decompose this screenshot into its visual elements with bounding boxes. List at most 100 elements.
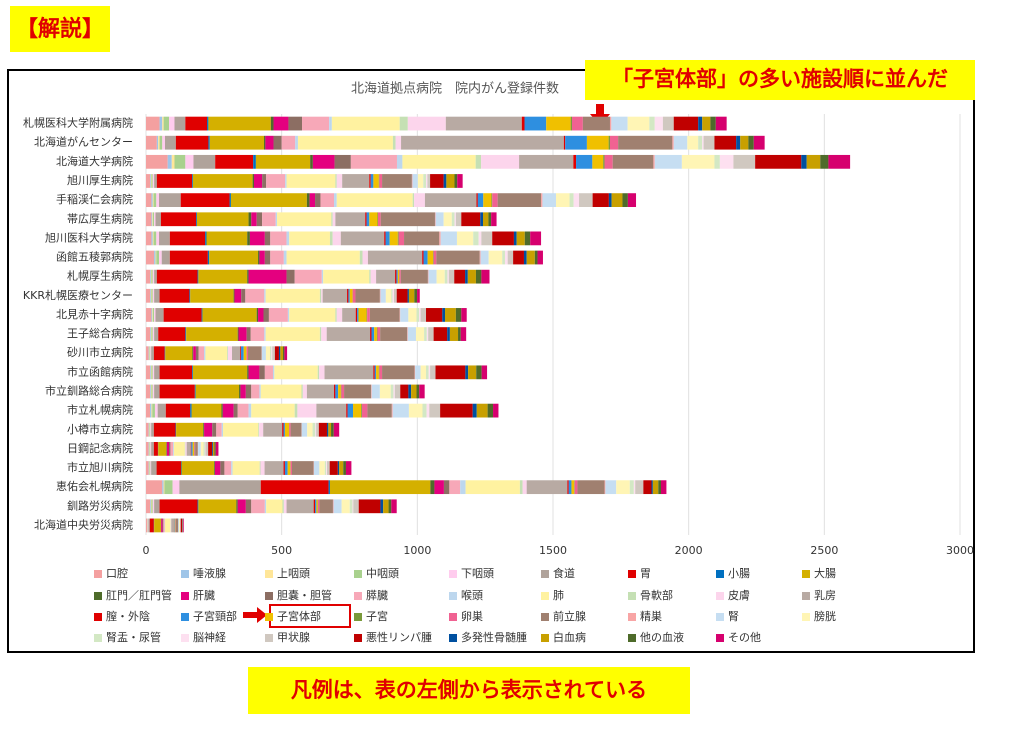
- bar-segment: [185, 327, 186, 341]
- bar-segment: [327, 327, 370, 341]
- bar-segment: [162, 480, 163, 494]
- x-tick-label: 2500: [810, 544, 838, 557]
- bar-segment: [151, 308, 152, 322]
- bar-segment: [208, 251, 209, 265]
- x-tick-label: 1500: [539, 544, 567, 557]
- bar-segment: [193, 346, 196, 360]
- bar-segment: [337, 174, 342, 188]
- bar-segment: [150, 423, 151, 437]
- bar-segment: [476, 365, 481, 379]
- bar-segment: [153, 327, 154, 341]
- bar-segment: [272, 346, 275, 360]
- bar-segment: [428, 251, 433, 265]
- bar-segment: [158, 442, 166, 456]
- bar-segment: [280, 346, 283, 360]
- legend-label: 中咽頭: [366, 567, 399, 580]
- bar-segment: [704, 136, 715, 150]
- legend-swatch: [541, 592, 549, 600]
- bar-segment: [194, 442, 195, 456]
- bar-segment: [238, 404, 249, 418]
- bar-segment: [577, 480, 604, 494]
- bar-segment: [736, 136, 740, 150]
- bar-segment: [155, 212, 160, 226]
- y-tick-label: 市立札幌病院: [67, 403, 133, 417]
- bar-segment: [258, 251, 259, 265]
- bar-segment: [150, 289, 151, 303]
- bar-segment: [449, 480, 460, 494]
- bar-segment: [587, 136, 609, 150]
- bar-segment: [442, 308, 445, 322]
- y-tick-label: 小樽市立病院: [67, 422, 133, 436]
- bar-segment: [208, 117, 270, 131]
- bar-segment: [367, 308, 368, 322]
- bar-segment: [489, 251, 503, 265]
- legend-swatch: [449, 592, 457, 600]
- y-tick-label: 市立旭川病院: [67, 460, 133, 474]
- bar-segment: [298, 136, 393, 150]
- bar-segment: [328, 423, 331, 437]
- bar-segment: [287, 251, 360, 265]
- bar-segment: [444, 480, 449, 494]
- bar-segment: [181, 519, 182, 533]
- bar-segment: [146, 155, 168, 169]
- bar-segment: [379, 365, 382, 379]
- bar-segment: [334, 423, 339, 437]
- bar-segment: [154, 499, 159, 513]
- bar-segment: [483, 193, 491, 207]
- bar-segment: [270, 251, 284, 265]
- bar-segment: [153, 270, 154, 284]
- bar-segment: [491, 212, 496, 226]
- bar-segment: [284, 499, 287, 513]
- bar-segment: [370, 327, 371, 341]
- bar-segment: [150, 499, 151, 513]
- bar-segment: [176, 423, 177, 437]
- bar-segment: [208, 442, 212, 456]
- bar-segment: [444, 212, 452, 226]
- bar-segment: [160, 365, 193, 379]
- bar-segment: [356, 308, 357, 322]
- bar-segment: [291, 423, 302, 437]
- bar-segment: [151, 499, 152, 513]
- bar-segment: [193, 174, 253, 188]
- x-tick-label: 1000: [403, 544, 431, 557]
- y-tick-label: 札幌医科大学附属病院: [23, 116, 133, 130]
- bar-segment: [314, 499, 315, 513]
- bar-segment: [481, 251, 489, 265]
- bar-segment: [265, 251, 270, 265]
- bar-segment: [330, 480, 430, 494]
- bar-segment: [248, 346, 262, 360]
- bar-segment: [367, 212, 370, 226]
- bar-segment: [733, 155, 755, 169]
- bar-segment: [276, 212, 277, 226]
- bar-segment: [429, 365, 430, 379]
- bar-segment: [220, 461, 224, 475]
- bar-segment: [315, 193, 320, 207]
- y-tick-label: 恵佑会札幌病院: [56, 479, 133, 493]
- bar-segment: [341, 231, 384, 245]
- bar-segment: [461, 327, 466, 341]
- bar-segment: [204, 346, 205, 360]
- bar-segment: [318, 365, 319, 379]
- bar-segment: [436, 212, 444, 226]
- bar-segment: [323, 270, 369, 284]
- bar-segment: [488, 404, 493, 418]
- bar-segment: [265, 136, 273, 150]
- bar-segment: [380, 289, 385, 303]
- bar-segment: [573, 155, 576, 169]
- bar-segment: [320, 193, 334, 207]
- bar-segment: [421, 308, 426, 322]
- bar-segment: [525, 117, 547, 131]
- bar-segment: [260, 461, 261, 475]
- bar-segment: [330, 461, 338, 475]
- bar-segment: [457, 174, 462, 188]
- bar-segment: [362, 404, 367, 418]
- bar-segment: [172, 155, 175, 169]
- legend-swatch: [628, 592, 636, 600]
- bar-segment: [493, 404, 498, 418]
- bar-segment: [384, 231, 385, 245]
- legend-label: 膣・外陰: [106, 609, 150, 623]
- bar-segment: [672, 136, 673, 150]
- bar-segment: [674, 136, 688, 150]
- bar-segment: [289, 423, 290, 437]
- bar-segment: [653, 155, 654, 169]
